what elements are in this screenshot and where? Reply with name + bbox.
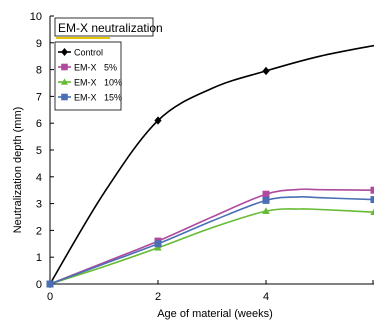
y-tick-label: 10 — [30, 11, 42, 23]
data-point — [262, 66, 270, 76]
legend-item: Control — [58, 48, 103, 58]
x-axis-label: Age of material (weeks) — [157, 308, 273, 320]
legend-marker — [61, 93, 68, 101]
legend-marker — [61, 63, 68, 71]
y-axis-label: Neutralization depth (mm) — [12, 107, 24, 234]
title-text: EM-X neutralization — [58, 21, 163, 35]
legend-item: EM-X 10% — [58, 78, 122, 88]
y-tick-label: 2 — [36, 225, 42, 237]
x-tick-label: 2 — [155, 291, 161, 303]
y-ticks: 0 1 2 3 4 5 6 7 8 9 10 — [30, 11, 54, 291]
data-point — [154, 244, 162, 251]
y-tick-label: 5 — [36, 145, 42, 157]
y-tick-label: 8 — [36, 65, 42, 77]
data-point — [262, 207, 270, 214]
data-point — [46, 280, 54, 288]
title-box — [54, 17, 154, 37]
data-point — [154, 240, 162, 248]
series-em-x-10- — [46, 207, 374, 287]
legend-label: EM-X 5% — [74, 63, 117, 73]
x-tick-label: 0 — [47, 291, 53, 303]
series-layer — [46, 44, 374, 289]
y-tick-label: 3 — [36, 199, 42, 211]
legend-items: Control EM-X 5% EM-X 10% EM-X 15% — [58, 48, 122, 103]
x-ticks: 0 2 4 — [47, 280, 374, 303]
data-point — [262, 190, 270, 198]
legend-marker — [61, 48, 68, 56]
legend-item: EM-X 5% — [58, 63, 117, 73]
y-tick-label: 7 — [36, 91, 42, 103]
series-line — [49, 196, 374, 285]
series-em-x-5- — [46, 186, 374, 288]
data-point — [370, 208, 374, 216]
series-line — [49, 44, 374, 285]
legend-item: EM-X 15% — [58, 93, 122, 103]
data-point — [154, 116, 162, 125]
y-tick-label: 9 — [36, 38, 42, 50]
x-tick-label: 4 — [263, 291, 269, 303]
legend-label: Control — [74, 48, 103, 58]
chart-title: EM-X neutralization — [54, 17, 163, 39]
legend-label: EM-X 10% — [74, 78, 122, 88]
data-point — [262, 196, 270, 204]
y-tick-label: 6 — [36, 118, 42, 130]
legend: Control EM-X 5% EM-X 10% EM-X 15% — [54, 41, 122, 111]
y-tick-label: 4 — [36, 172, 42, 184]
series-line — [49, 208, 374, 285]
y-tick-label: 1 — [36, 252, 42, 264]
legend-marker — [60, 78, 69, 85]
legend-label: EM-X 15% — [74, 93, 122, 103]
series-em-x-15- — [46, 196, 374, 288]
y-tick-label: 0 — [36, 279, 42, 291]
series-line — [49, 188, 374, 285]
